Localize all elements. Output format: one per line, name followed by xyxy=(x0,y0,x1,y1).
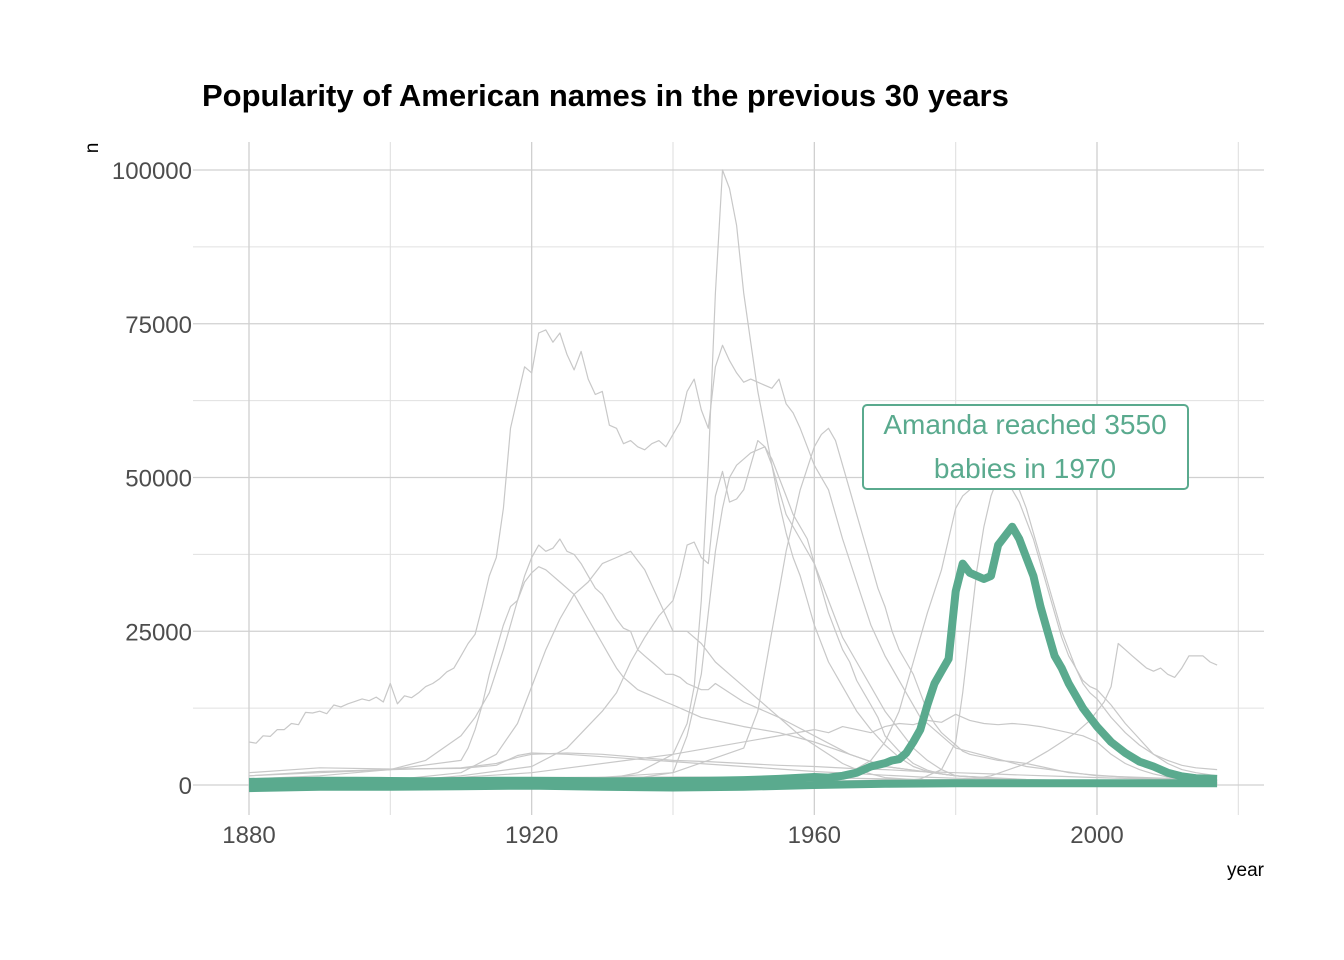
y-tick-label: 25000 xyxy=(125,619,192,646)
background-series-line xyxy=(248,169,1218,786)
background-series-line xyxy=(248,566,1218,784)
chart-title: Popularity of American names in the prev… xyxy=(202,78,1009,113)
x-tick-label: 1920 xyxy=(505,822,558,849)
background-series-group xyxy=(248,169,1218,786)
background-series-line xyxy=(248,550,1218,785)
background-series-line xyxy=(248,464,1218,786)
background-series-line xyxy=(248,713,1218,785)
y-tick-label: 50000 xyxy=(125,466,192,493)
annotation-box xyxy=(862,404,1189,490)
x-tick-label: 1880 xyxy=(222,822,275,849)
annotation-label: Amanda reached 3550 babies in 1970 xyxy=(862,404,1189,490)
background-series-line xyxy=(248,752,1218,784)
x-axis-label: year xyxy=(1227,860,1265,881)
annotation-line-2: babies in 1970 xyxy=(934,453,1116,484)
highlight-series-group xyxy=(248,522,1218,793)
x-tick-label: 2000 xyxy=(1070,822,1123,849)
y-tick-label: 100000 xyxy=(112,158,192,185)
background-series-line xyxy=(248,538,1098,783)
background-series-line xyxy=(249,470,1218,786)
background-series-line xyxy=(248,329,1218,781)
x-tick-label: 1960 xyxy=(788,822,841,849)
x-axis-ticks: 1880 1920 1960 2000 xyxy=(222,822,1123,849)
y-tick-label: 75000 xyxy=(125,312,192,339)
background-series-line xyxy=(248,752,1218,782)
highlight-series-line xyxy=(248,779,1218,793)
y-axis-ticks: 0 25000 50000 75000 100000 xyxy=(112,158,192,800)
y-tick-label: 0 xyxy=(179,773,192,800)
background-series-line xyxy=(248,440,1218,785)
background-series-line xyxy=(248,446,1218,786)
amanda-series-line xyxy=(248,522,1218,786)
background-series-line xyxy=(248,427,1218,785)
background-series-line xyxy=(248,642,1218,786)
annotation-line-1: Amanda reached 3550 xyxy=(883,409,1166,440)
y-axis-label: n xyxy=(82,143,103,154)
